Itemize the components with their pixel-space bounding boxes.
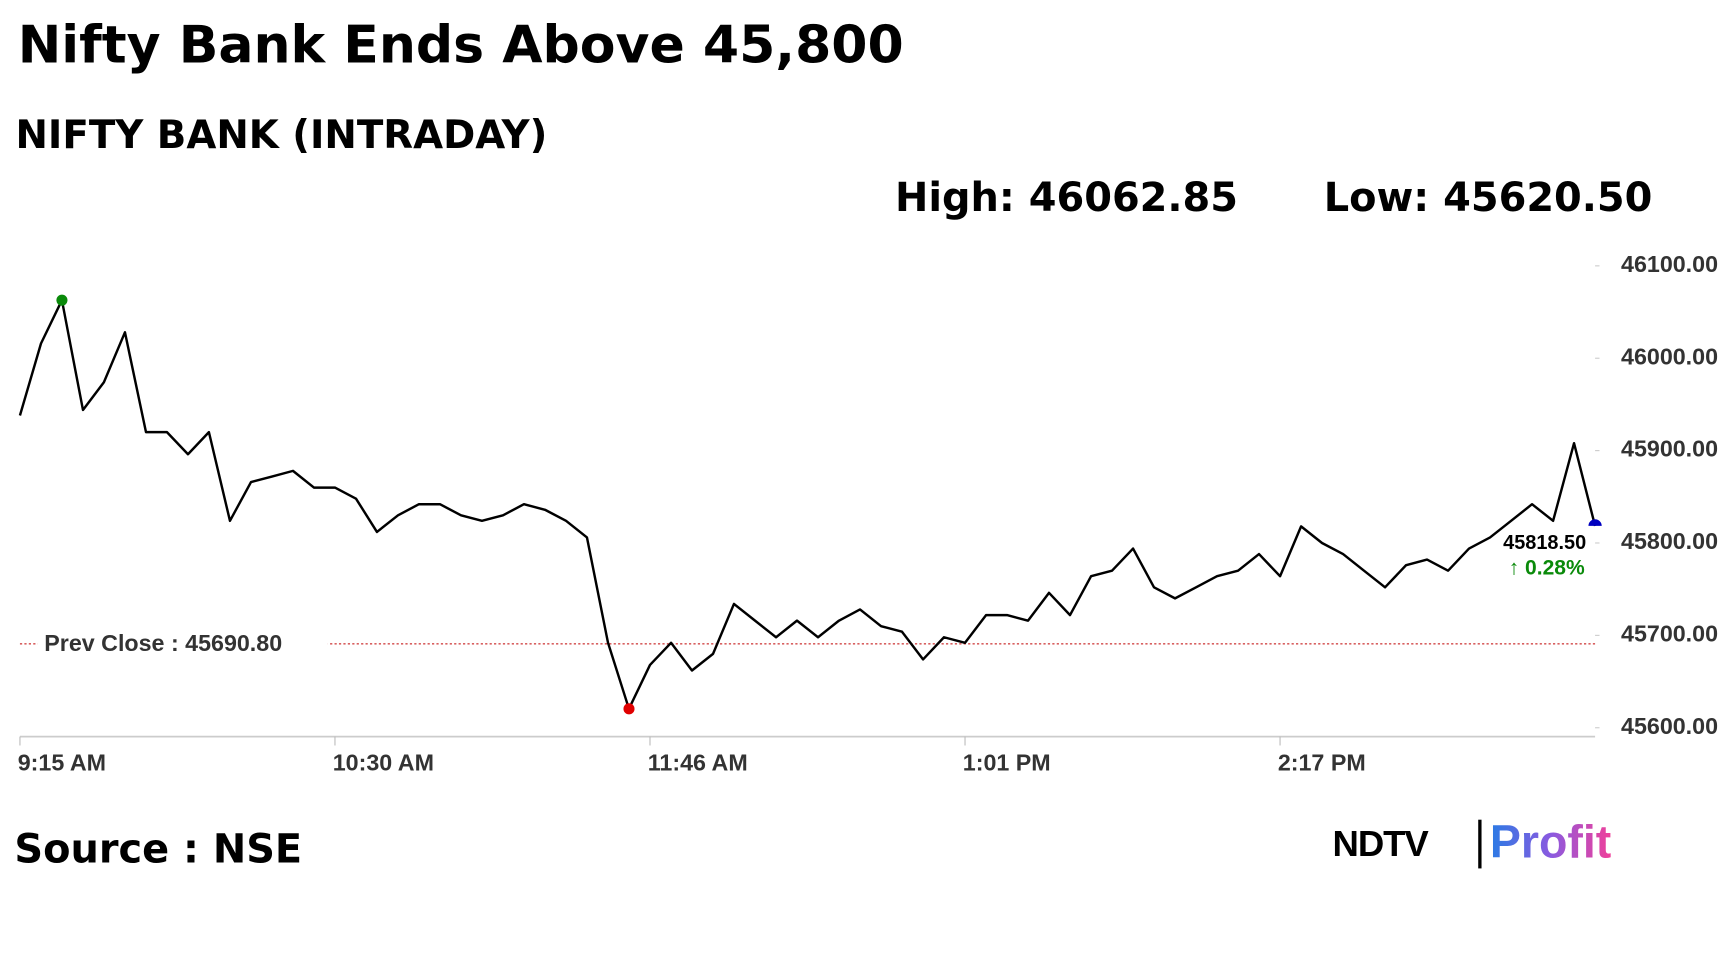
low-label: Low: 45620.50 — [1324, 175, 1653, 221]
x-tick-label: 10:30 AM — [333, 749, 434, 775]
brand-product: Profit — [1490, 815, 1611, 867]
x-tick-label: 9:15 AM — [18, 749, 106, 775]
prev-close-label: Prev Close : 45690.80 — [44, 630, 282, 656]
source: Source : NSE — [14, 826, 302, 872]
y-tick-label: 45600.00 — [1621, 713, 1718, 739]
last-value-label: 45818.50 — [1503, 532, 1586, 554]
high-marker — [56, 294, 68, 306]
x-tick-label: 1:01 PM — [963, 749, 1051, 775]
low-marker — [623, 703, 635, 715]
high-label: High: 46062.85 — [895, 175, 1238, 221]
brand-name: NDTV — [1333, 823, 1430, 864]
chart-title: Nifty Bank Ends Above 45,800 — [18, 16, 904, 76]
price-line — [18, 298, 1597, 711]
last-marker — [1588, 519, 1602, 526]
y-tick-label: 45900.00 — [1621, 436, 1718, 462]
y-tick-label: 46000.00 — [1621, 343, 1718, 369]
prev-close-bg — [37, 628, 328, 660]
chart-subtitle: NIFTY BANK (INTRADAY) — [16, 113, 548, 158]
y-tick-label: 46100.00 — [1621, 251, 1718, 277]
x-tick-label: 2:17 PM — [1278, 749, 1366, 775]
change-label: ↑ 0.28% — [1509, 557, 1585, 580]
y-tick-label: 45800.00 — [1621, 528, 1718, 554]
y-tick-label: 45700.00 — [1621, 621, 1718, 647]
x-tick-label: 11:46 AM — [648, 749, 748, 775]
